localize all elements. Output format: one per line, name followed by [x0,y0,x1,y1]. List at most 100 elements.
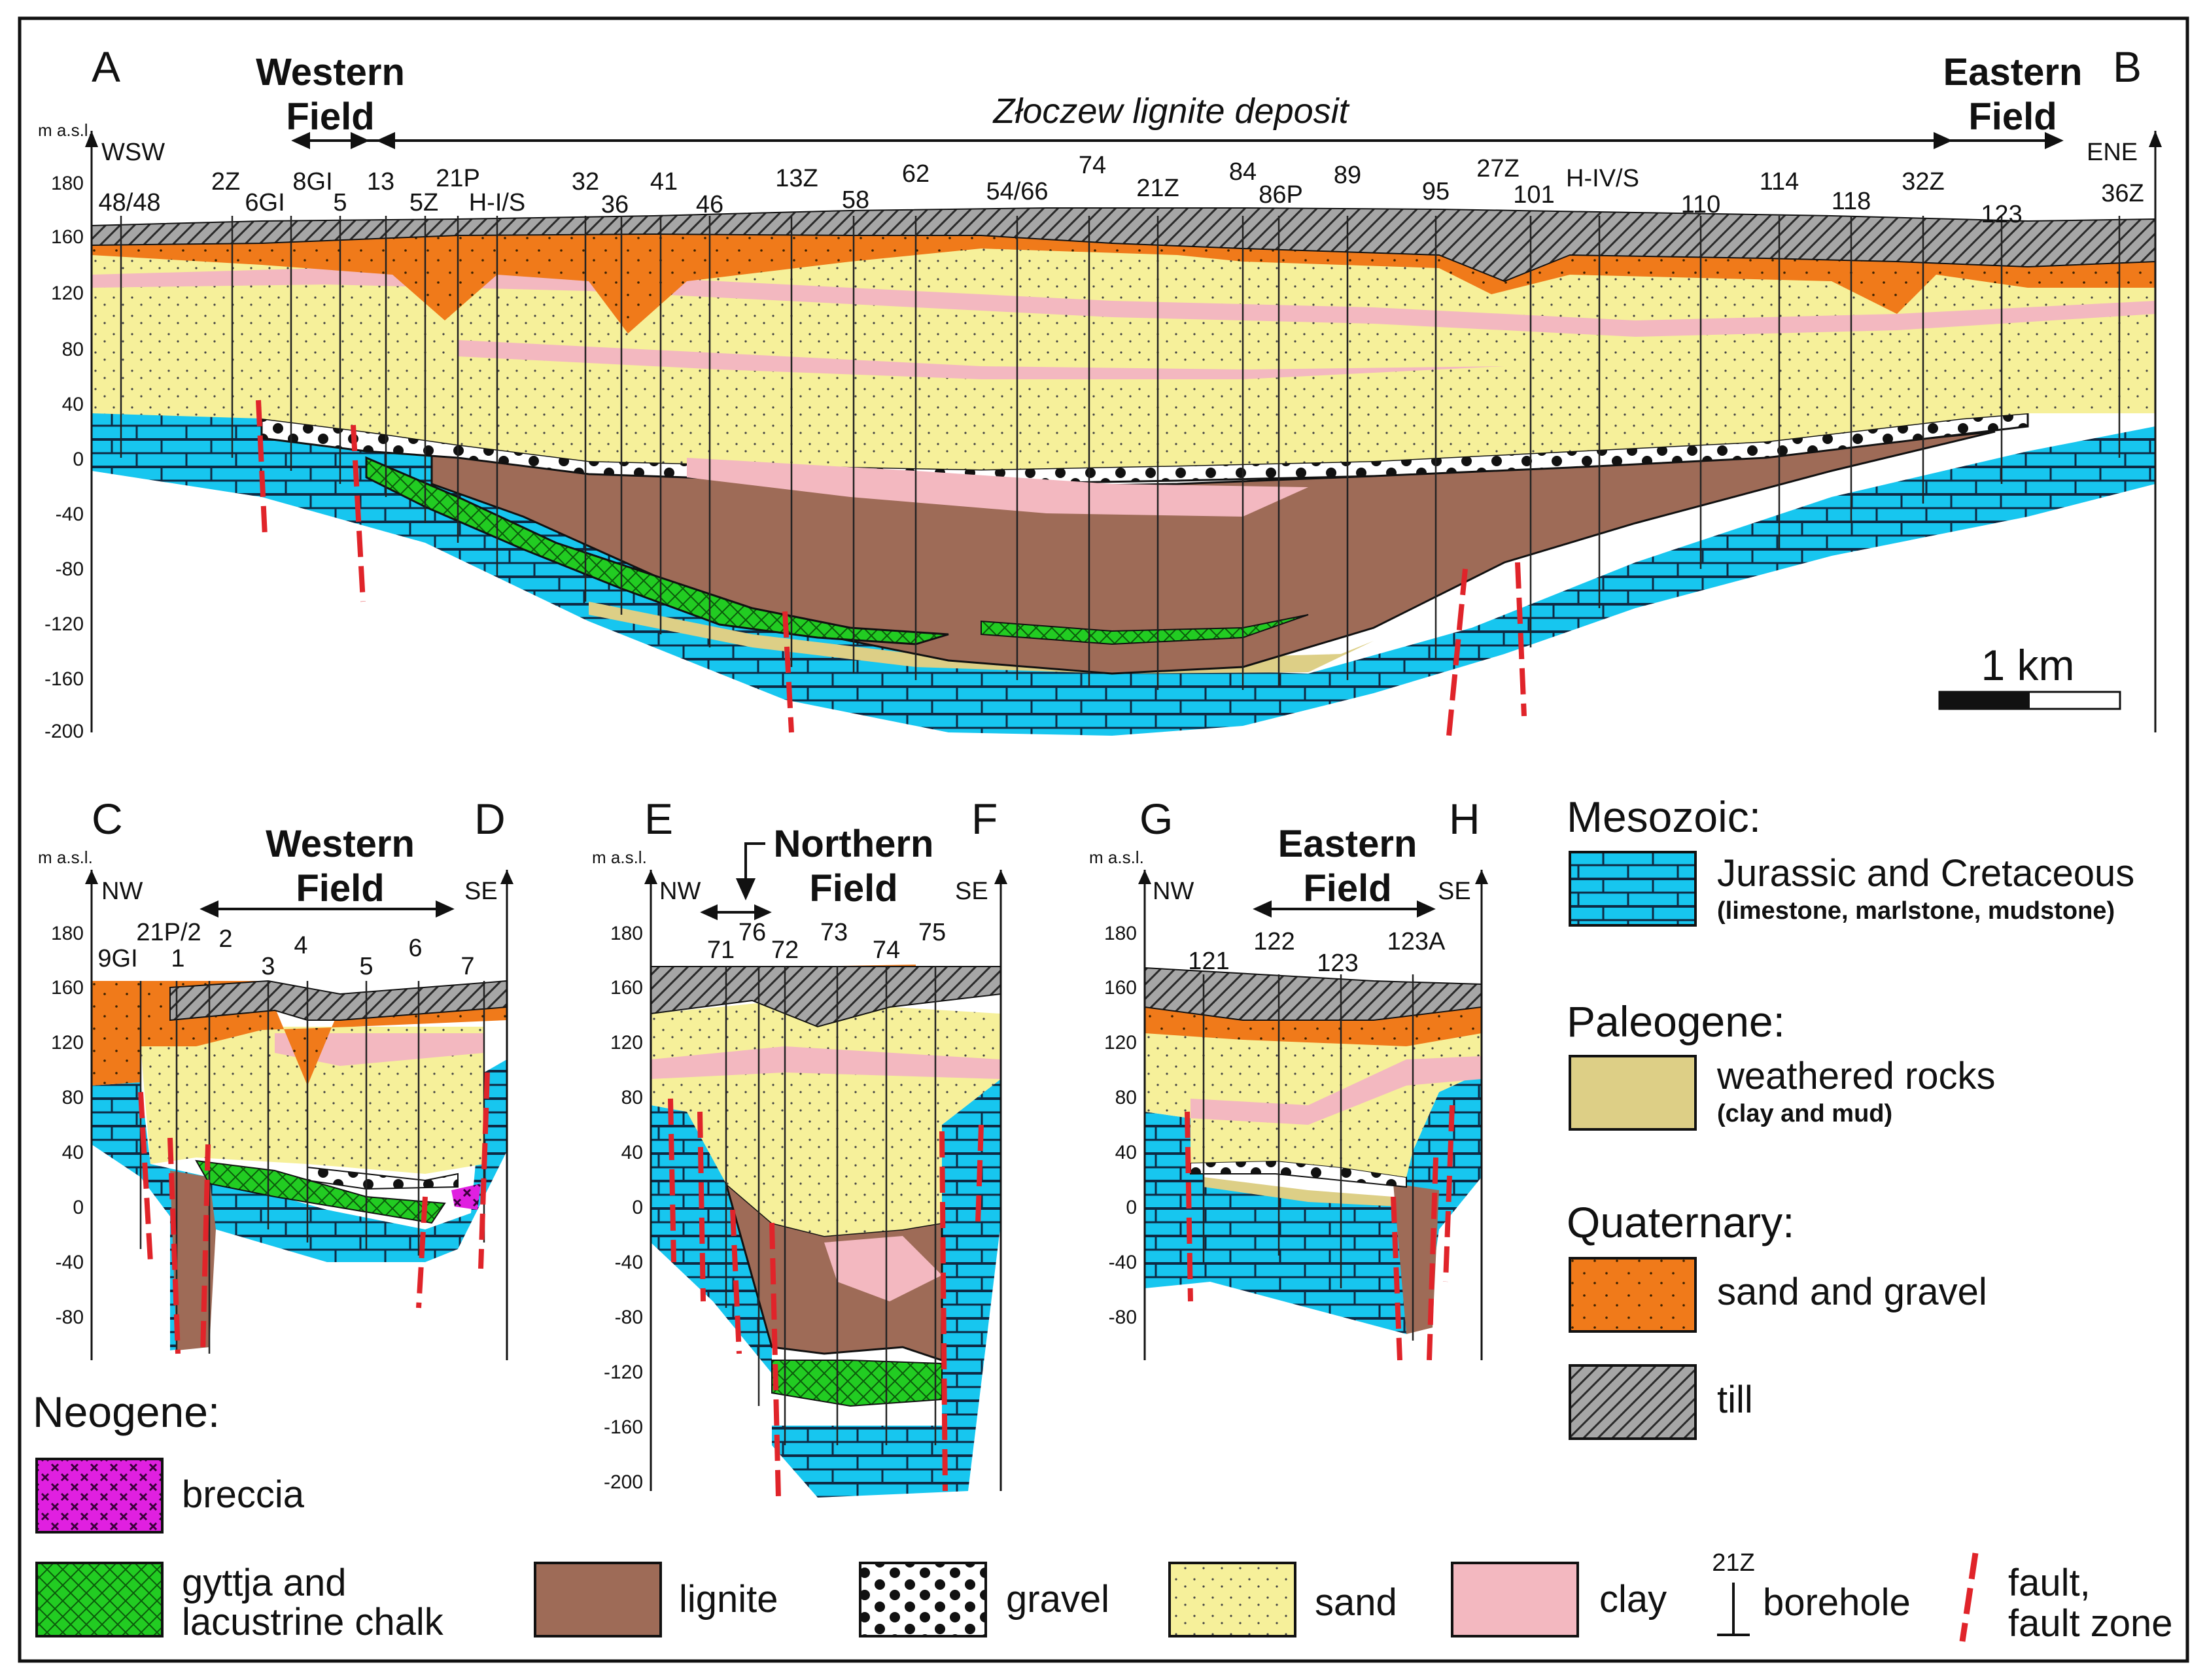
cd-gravel-band [307,1166,459,1190]
svg-text:9GI: 9GI [97,945,137,972]
svg-text:-120: -120 [604,1362,643,1383]
cd-dir-nw: NW [101,878,143,905]
svg-text:120: 120 [51,1032,84,1054]
legend-gyttja-swatch [35,1562,164,1637]
svg-text:27Z: 27Z [1476,155,1519,182]
ab-eastern-field-line2: Field [1968,95,2057,138]
svg-text:80: 80 [1115,1087,1137,1108]
legend-mesozoic-heading: Mesozoic: [1567,793,1761,841]
gh-till-cover [1144,967,1482,1021]
legend-neogene-heading: Neogene: [33,1388,220,1436]
svg-text:21P/2: 21P/2 [136,919,201,946]
ef-left-axis-arrow-icon [644,870,657,884]
svg-text:46: 46 [696,191,723,218]
svg-text:62: 62 [902,160,930,188]
svg-text:21Z: 21Z [1136,175,1179,202]
svg-text:95: 95 [1422,178,1450,205]
svg-text:-200: -200 [44,721,84,742]
legend-lignite-swatch [534,1562,662,1637]
ef-dir-se: SE [955,878,988,905]
ef-field-line1: Northern [774,823,934,865]
svg-text:-80: -80 [56,558,84,580]
svg-text:-80: -80 [1109,1307,1137,1328]
ab-letter-b: B [2113,43,2142,91]
svg-text:7: 7 [461,953,474,980]
legend-gravel-swatch [859,1562,987,1637]
svg-text:122: 122 [1253,928,1295,955]
svg-text:36: 36 [601,191,629,218]
legend-borehole-label: borehole [1763,1581,1911,1624]
cd-letter-c: C [92,795,123,843]
svg-text:40: 40 [62,1142,84,1163]
gh-gravel-band [1190,1159,1407,1188]
legend-breccia-label: breccia [182,1473,305,1516]
svg-text:160: 160 [610,977,643,999]
cd-borehole-labels: 9GI 21P/2 1 2 3 4 5 6 7 [97,919,474,980]
svg-text:41: 41 [650,168,678,196]
cd-field-line2: Field [296,867,384,910]
svg-text:8GI: 8GI [292,168,332,196]
legend-fault-symbol [1959,1552,1979,1642]
ab-letter-a: A [92,43,120,91]
gh-dir-se: SE [1438,878,1471,905]
svg-text:86P: 86P [1259,181,1303,209]
ab-eastern-field-line1: Eastern [1943,51,2083,94]
ef-unit-label: m a.s.l. [592,848,647,867]
legend-paleogene-heading: Paleogene: [1567,997,1785,1046]
gh-field-line1: Eastern [1278,823,1417,865]
legend-quaternary-heading: Quaternary: [1567,1198,1795,1246]
svg-text:123A: 123A [1387,928,1446,955]
section-ab: 180 160 120 80 40 0 -40 -80 -120 -160 -2… [38,43,2162,742]
section-gh: 180 160 120 80 40 0 -40 -80 m a.s.l. G H… [1089,795,1488,1361]
svg-text:120: 120 [51,283,84,304]
ab-till-cover [91,207,2156,283]
svg-text:160: 160 [51,977,84,999]
svg-text:180: 180 [51,923,84,944]
cd-axis-tick-labels: 180 160 120 80 40 0 -40 -80 [51,923,84,1328]
svg-text:40: 40 [62,394,84,415]
ab-borehole-lines [120,216,2121,690]
legend-weathered-note: (clay and mud) [1717,1100,1892,1127]
ef-field-pointer-arrow [700,842,772,921]
gh-borehole-labels: 121 122 123 123A [1188,928,1446,977]
svg-text:0: 0 [1126,1197,1137,1218]
cd-letter-d: D [474,795,506,843]
svg-text:180: 180 [51,173,84,194]
legend-weathered-label: weathered rocks [1716,1055,1996,1097]
svg-text:74: 74 [1079,152,1106,179]
legend-gyttja-label-1: gyttja and [182,1562,347,1604]
cd-extent-arrow [200,900,455,918]
svg-text:5: 5 [359,953,373,980]
svg-text:118: 118 [1832,188,1871,215]
svg-text:2Z: 2Z [211,168,240,196]
svg-text:101: 101 [1513,181,1554,209]
gh-borehole-lines [1202,974,1414,1341]
legend-sand-gravel-label: sand and gravel [1717,1271,1987,1313]
ab-borehole-labels: 48/48 2Z 6GI 8GI 5 13 5Z 21P H-I/S 32 36… [98,152,2144,228]
svg-text:121: 121 [1188,948,1229,975]
svg-text:32Z: 32Z [1902,168,1944,196]
cd-left-axis-arrow-icon [85,870,98,884]
svg-text:-40: -40 [615,1252,643,1273]
cd-field-line1: Western [266,823,415,865]
legend-sand-label: sand [1315,1581,1397,1624]
svg-text:80: 80 [621,1087,643,1108]
ef-axis-tick-labels: 180 160 120 80 40 0 -40 -80 -120 -160 -2… [604,923,643,1493]
svg-text:110: 110 [1681,191,1721,218]
legend-bottom: Neogene: breccia gyttja and lacustrine c… [33,1388,2173,1645]
legend-borehole-symbol: 21Z [1712,1549,1755,1636]
svg-text:40: 40 [621,1142,643,1163]
svg-text:73: 73 [820,919,848,946]
gh-clay-lens [1190,1056,1482,1125]
ef-faults [668,1098,984,1498]
legend-gravel-label: gravel [1006,1578,1109,1620]
gh-right-axis-arrow-icon [1475,870,1488,884]
svg-text:74: 74 [873,936,900,964]
cd-gyttja-layer [195,1159,446,1224]
svg-text:-160: -160 [604,1416,643,1438]
legend-borehole-code: 21Z [1712,1549,1754,1577]
cd-sand-layer [141,1027,484,1174]
svg-text:-40: -40 [56,1252,84,1273]
cd-dir-se: SE [464,878,498,905]
